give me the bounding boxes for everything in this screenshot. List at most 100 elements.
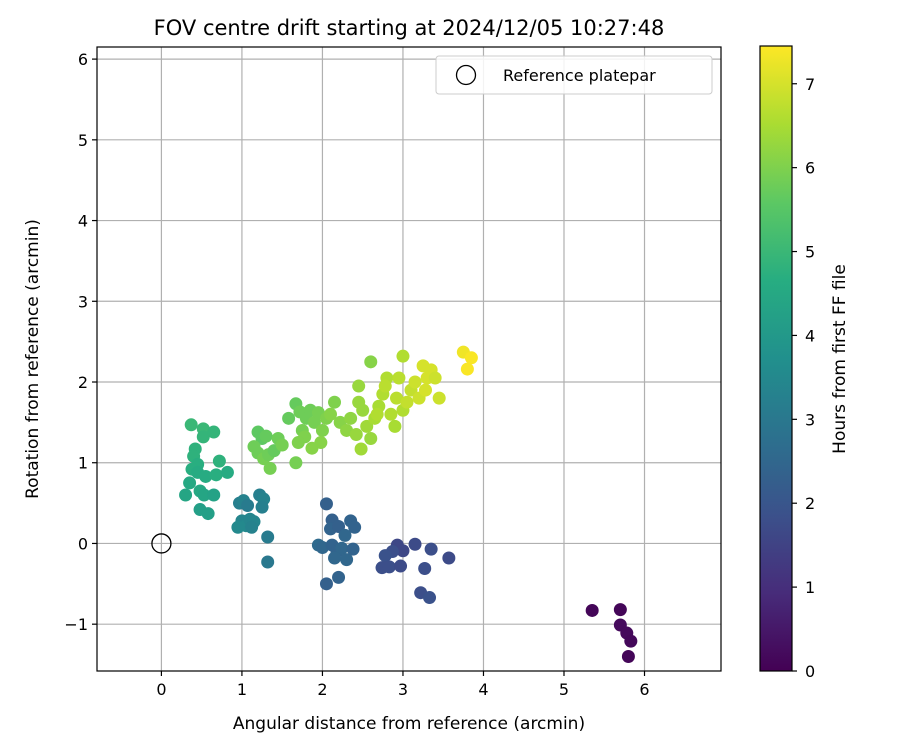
data-point: [356, 403, 370, 417]
data-point: [392, 371, 406, 385]
colorbar-tick-label: 1: [805, 578, 815, 597]
data-point: [289, 456, 303, 470]
y-tick-label: 1: [78, 454, 88, 473]
data-point: [245, 520, 259, 534]
data-point: [388, 419, 402, 433]
data-point: [328, 551, 342, 565]
data-point: [613, 603, 627, 617]
data-point: [390, 391, 404, 405]
data-point: [209, 468, 223, 482]
data-point: [220, 465, 234, 479]
x-tick-label: 4: [478, 680, 488, 699]
y-tick-label: 5: [78, 131, 88, 150]
data-point: [354, 442, 368, 456]
x-tick-label: 3: [398, 680, 408, 699]
y-tick-label: 2: [78, 373, 88, 392]
data-point: [201, 507, 215, 521]
y-axis-label: Rotation from reference (arcmin): [23, 219, 43, 499]
data-point: [340, 553, 354, 567]
data-point: [275, 438, 289, 452]
data-point: [328, 395, 342, 409]
data-point: [241, 499, 255, 513]
data-point: [199, 469, 213, 483]
data-point: [364, 432, 378, 446]
legend-marker-reference: [455, 64, 477, 86]
data-point: [464, 351, 478, 365]
data-point: [432, 391, 446, 405]
data-point: [344, 411, 358, 425]
data-point: [332, 570, 346, 584]
legend: Reference platepar: [435, 55, 713, 95]
y-tick-label: 0: [78, 534, 88, 553]
data-point: [442, 551, 456, 565]
data-point: [419, 383, 433, 397]
legend-box: [435, 55, 713, 95]
legend-label-reference: Reference platepar: [503, 66, 656, 85]
data-point: [418, 561, 432, 575]
reference-marker: [151, 533, 172, 554]
data-point: [319, 497, 333, 511]
data-point: [338, 528, 352, 542]
x-tick-label: 1: [237, 680, 247, 699]
data-point: [378, 549, 392, 563]
data-point: [196, 430, 210, 444]
data-point: [207, 488, 221, 502]
data-points: [179, 345, 638, 663]
data-point: [184, 418, 198, 432]
data-point: [384, 407, 398, 421]
y-tick-label: 3: [78, 292, 88, 311]
y-tick-label: −1: [64, 615, 88, 634]
data-point: [428, 371, 442, 385]
data-point: [255, 500, 269, 514]
data-point: [183, 476, 197, 490]
data-point: [424, 542, 438, 556]
data-point: [378, 379, 392, 393]
colorbar-ticks: 0 1 2 3 4 5 6 7: [792, 75, 815, 681]
data-point: [259, 429, 273, 443]
data-point: [282, 411, 296, 425]
data-point: [261, 530, 275, 544]
data-point: [207, 425, 221, 439]
colorbar-tick-label: 0: [805, 662, 815, 681]
data-point: [621, 649, 635, 663]
colorbar-tick-label: 2: [805, 494, 815, 513]
data-point: [408, 537, 422, 551]
data-point: [394, 559, 408, 573]
data-point: [585, 603, 599, 617]
data-point: [335, 541, 349, 555]
data-point: [179, 488, 193, 502]
data-point: [263, 461, 277, 475]
colorbar-frame: [759, 45, 793, 672]
data-point: [231, 520, 245, 534]
data-point: [396, 544, 410, 558]
reference-marker-group: [151, 533, 172, 554]
x-axis-label: Angular distance from reference (arcmin): [233, 714, 585, 734]
data-point: [315, 423, 329, 437]
data-point: [323, 407, 337, 421]
data-point: [352, 379, 366, 393]
chart-title: FOV centre drift starting at 2024/12/05 …: [154, 16, 665, 40]
data-point: [305, 441, 319, 455]
y-tick-label: 4: [78, 212, 88, 231]
data-point: [364, 355, 378, 369]
data-point: [382, 560, 396, 574]
data-point: [261, 555, 275, 569]
colorbar-tick-label: 3: [805, 410, 815, 429]
data-point: [400, 395, 414, 409]
x-tick-label: 0: [156, 680, 166, 699]
data-point: [291, 436, 305, 450]
colorbar-label: Hours from first FF file: [830, 264, 850, 454]
data-point: [212, 454, 226, 468]
colorbar-tick-label: 6: [805, 159, 815, 178]
data-point: [624, 634, 638, 648]
x-tick-label: 6: [639, 680, 649, 699]
x-tick-label: 2: [317, 680, 327, 699]
data-point: [348, 520, 362, 534]
x-axis-ticks: 0 1 2 3 4 5 6: [156, 671, 650, 699]
data-point: [460, 362, 474, 376]
data-point: [349, 427, 363, 441]
data-point: [346, 542, 360, 556]
